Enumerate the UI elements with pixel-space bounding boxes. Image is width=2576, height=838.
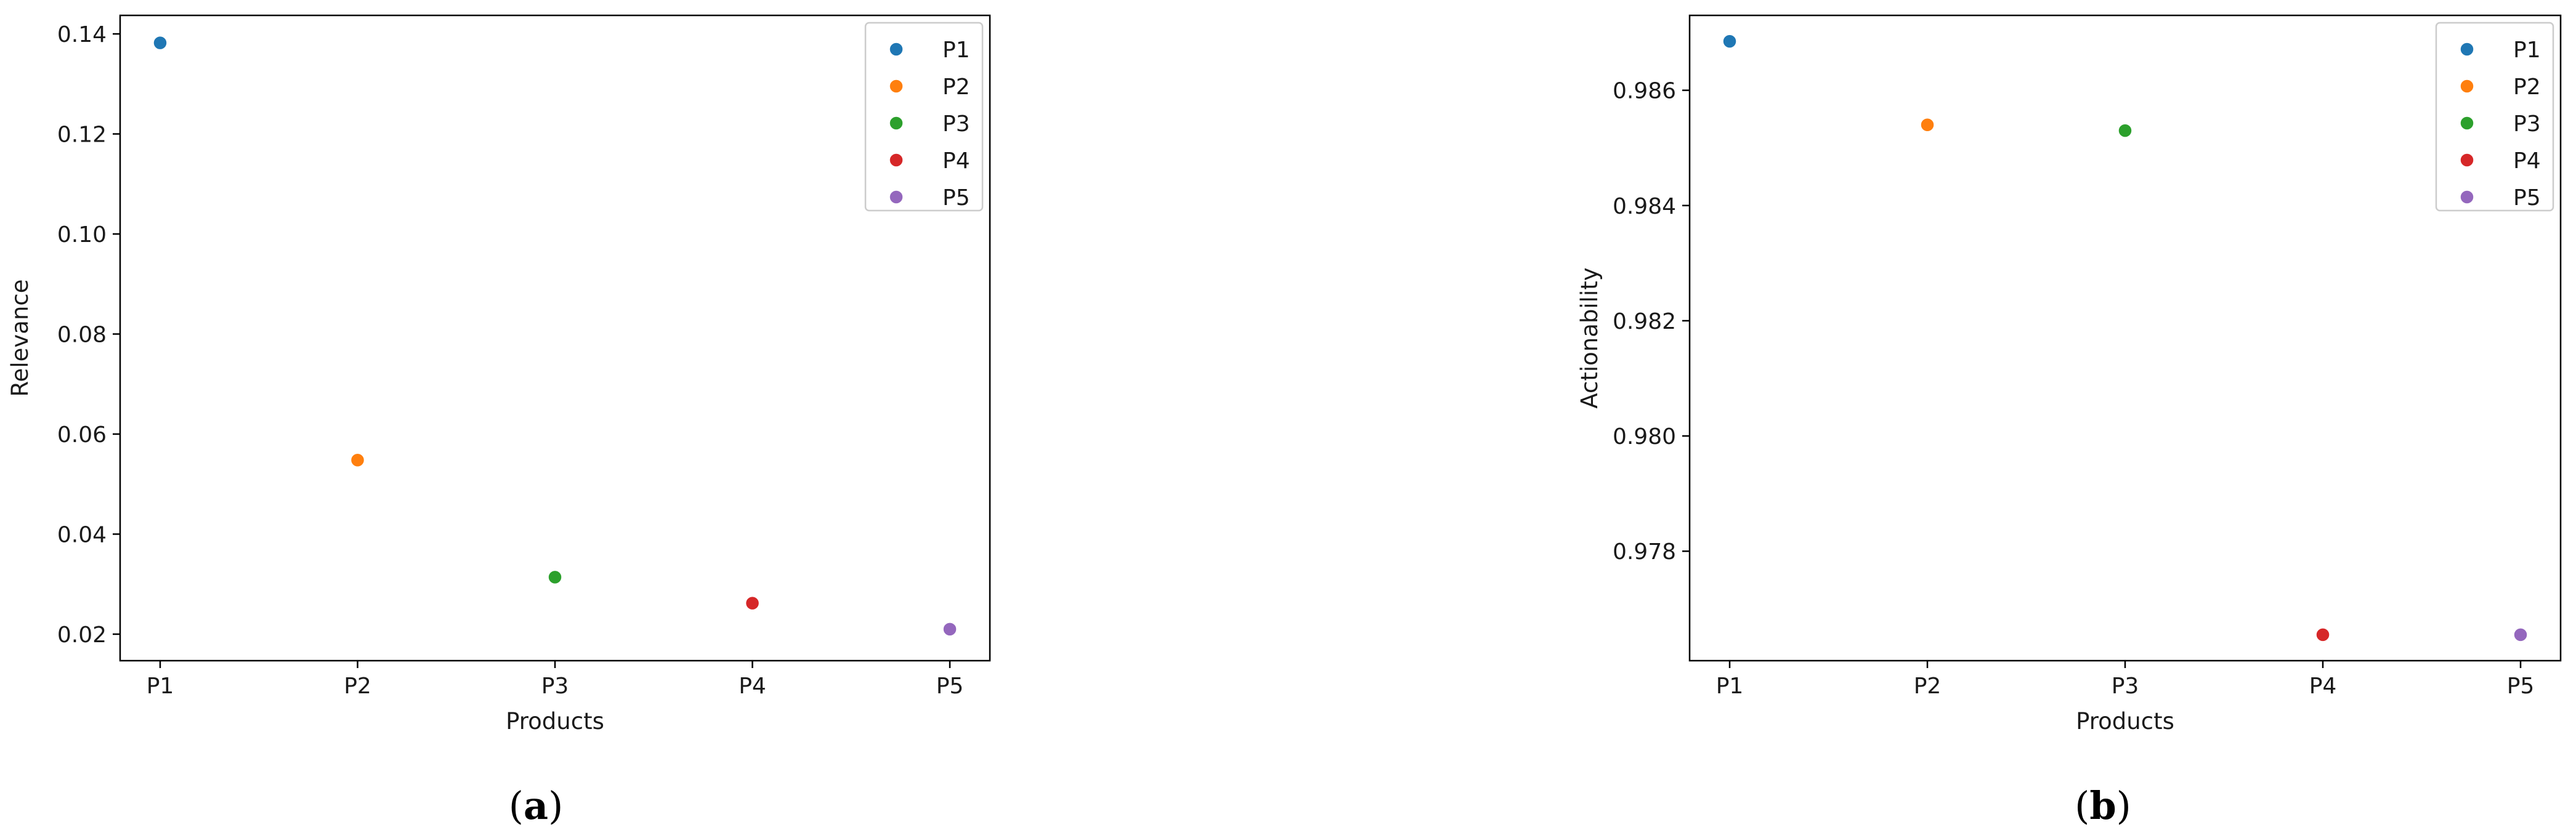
legend-marker <box>2460 79 2474 94</box>
y-tick-label: 0.984 <box>1613 194 1676 219</box>
panel-caption: (b) <box>2075 783 2131 828</box>
x-tick-label: P3 <box>2112 674 2139 699</box>
data-point-p4 <box>745 595 760 611</box>
legend-label: P5 <box>2513 185 2541 211</box>
data-point-p5 <box>942 622 957 637</box>
legend-label: P2 <box>2513 75 2541 100</box>
y-tick-label: 0.978 <box>1613 539 1676 565</box>
y-axis-title: Actionability <box>1576 267 1603 408</box>
y-tick-label: 0.982 <box>1613 309 1676 334</box>
legend-label: P3 <box>2513 111 2541 137</box>
x-axis-title: Products <box>506 708 604 735</box>
y-tick-label: 0.14 <box>57 22 107 47</box>
x-tick-label: P5 <box>2507 674 2535 699</box>
legend-marker <box>889 79 904 94</box>
data-point-p1 <box>1722 34 1737 49</box>
legend-label: P5 <box>942 185 970 211</box>
x-tick-label: P2 <box>1914 674 1942 699</box>
data-point-p3 <box>548 570 562 585</box>
legend-label: P1 <box>2513 38 2541 63</box>
y-tick-label: 0.980 <box>1613 424 1676 449</box>
data-point-p4 <box>2315 627 2330 642</box>
data-point-p3 <box>2118 123 2132 138</box>
y-tick-label: 0.06 <box>57 422 107 448</box>
legend-marker <box>889 116 904 131</box>
legend-label: P4 <box>2513 148 2541 174</box>
y-axis-title: Relevance <box>7 280 33 397</box>
y-tick-label: 0.986 <box>1613 79 1676 104</box>
legend-label: P2 <box>942 75 970 100</box>
x-tick-label: P5 <box>936 674 964 699</box>
legend-marker <box>2460 116 2474 131</box>
chart-panel-a: 0.02 0.04 0.06 0.08 0.10 0.12 0.14 P1 P2 P3 P4 P5 Pr… <box>7 14 991 828</box>
chart-panel-b: 0.978 0.980 0.982 0.984 0.986 P1 P2 P3 P4 P5 Produ… <box>1576 14 2562 828</box>
legend-label: P4 <box>942 148 970 174</box>
y-tick-label: 0.12 <box>57 123 107 148</box>
x-tick-label: P1 <box>147 674 174 699</box>
data-point-p1 <box>153 35 168 50</box>
legend-label: P3 <box>942 111 970 137</box>
x-axis-title: Products <box>2076 708 2174 735</box>
legend-marker <box>2460 42 2474 57</box>
data-point-p2 <box>1920 118 1935 132</box>
legend-marker <box>889 42 904 57</box>
data-point-p5 <box>2513 627 2528 642</box>
legend: P1 P2 P3 P4 P5 <box>864 22 984 212</box>
legend-label: P1 <box>942 38 970 63</box>
x-tick-label: P1 <box>1716 674 1744 699</box>
plot-frame <box>1688 14 2562 662</box>
legend-marker <box>889 153 904 167</box>
x-tick-label: P3 <box>541 674 569 699</box>
x-tick-label: P2 <box>344 674 371 699</box>
legend: P1 P2 P3 P4 P5 <box>2435 22 2554 212</box>
y-tick-label: 0.10 <box>57 222 107 248</box>
legend-marker <box>889 190 904 204</box>
legend-marker <box>2460 190 2474 204</box>
panel-caption: (a) <box>509 783 564 828</box>
y-tick-label: 0.04 <box>57 522 107 547</box>
x-tick-label: P4 <box>2309 674 2337 699</box>
y-tick-label: 0.02 <box>57 622 107 648</box>
legend-marker <box>2460 153 2474 167</box>
x-tick-label: P4 <box>739 674 766 699</box>
plot-frame <box>119 14 991 662</box>
data-point-p2 <box>350 453 365 467</box>
y-tick-label: 0.08 <box>57 323 107 348</box>
